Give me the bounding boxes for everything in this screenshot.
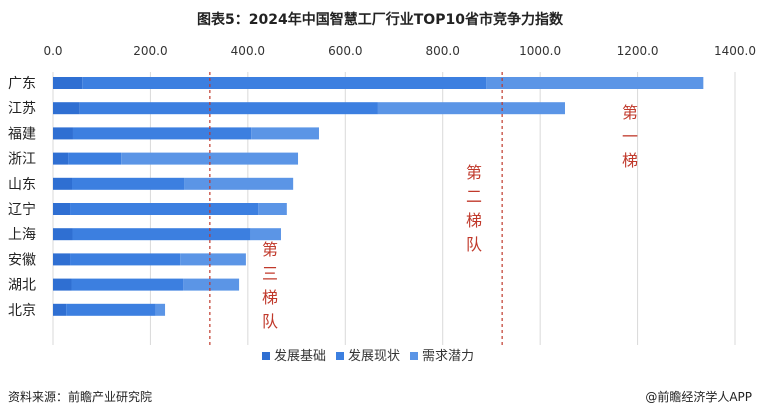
bar-segment-3 bbox=[250, 228, 281, 241]
bar-segment-1 bbox=[53, 253, 71, 266]
brand-note: @前瞻经济学人APP bbox=[645, 390, 752, 404]
chart-title: 图表5：2024年中国智慧工厂行业TOP10省市竞争力指数 bbox=[197, 12, 563, 28]
legend-swatch bbox=[262, 352, 270, 360]
tier-two-label: 第二梯队 bbox=[463, 164, 482, 260]
tier-one-label: 第一梯 bbox=[619, 104, 638, 176]
legend-label: 发展现状 bbox=[348, 348, 400, 364]
category-label: 福建 bbox=[8, 126, 36, 142]
x-tick-label: 1200.0 bbox=[617, 44, 659, 58]
bar-segment-2 bbox=[71, 278, 184, 291]
bar-segment-1 bbox=[53, 77, 83, 89]
category-label: 安徽 bbox=[8, 252, 36, 268]
x-tick-label: 1400.0 bbox=[714, 44, 756, 58]
bar-segment-2 bbox=[72, 228, 251, 241]
bar-segment-3 bbox=[258, 203, 287, 215]
bar-segment-3 bbox=[377, 102, 565, 115]
bar-segment-1 bbox=[53, 228, 73, 241]
tier-three-label: 第三梯队 bbox=[259, 241, 278, 337]
category-label: 辽宁 bbox=[8, 201, 36, 218]
category-label: 浙江 bbox=[8, 152, 36, 168]
x-tick-label: 1000.0 bbox=[519, 44, 561, 58]
x-tick-label: 0.0 bbox=[43, 44, 62, 58]
bar-segment-1 bbox=[53, 203, 71, 215]
x-tick-label: 200.0 bbox=[133, 44, 167, 58]
category-label: 上海 bbox=[8, 227, 36, 243]
bar-segment-2 bbox=[79, 102, 378, 115]
category-label: 山东 bbox=[8, 177, 36, 193]
bar-segment-3 bbox=[180, 253, 246, 266]
x-tick-label: 400.0 bbox=[231, 44, 265, 58]
legend-swatch bbox=[336, 352, 344, 360]
category-label: 广东 bbox=[8, 76, 36, 92]
bar-segment-2 bbox=[68, 152, 122, 165]
category-label: 湖北 bbox=[8, 278, 36, 294]
bar-segment-1 bbox=[53, 278, 72, 291]
category-label: 江苏 bbox=[8, 101, 36, 117]
bar-segment-1 bbox=[53, 152, 69, 165]
bar-segment-1 bbox=[53, 177, 72, 190]
bar-segment-2 bbox=[82, 77, 487, 89]
x-tick-label: 600.0 bbox=[328, 44, 362, 58]
bar-segment-3 bbox=[486, 77, 704, 89]
bar-segment-3 bbox=[251, 127, 319, 140]
source-note: 资料来源：前瞻产业研究院 bbox=[8, 390, 153, 404]
bar-segment-1 bbox=[53, 127, 73, 140]
bar-segment-1 bbox=[53, 102, 80, 115]
legend-label: 发展基础 bbox=[274, 348, 326, 364]
x-tick-label: 800.0 bbox=[426, 44, 460, 58]
category-label: 北京 bbox=[8, 303, 36, 319]
bar-segment-3 bbox=[155, 303, 166, 316]
bar-segment-2 bbox=[66, 303, 156, 316]
legend-swatch bbox=[410, 352, 418, 360]
bar-segment-3 bbox=[184, 177, 294, 190]
bar-segment-3 bbox=[183, 278, 240, 291]
bar-segment-2 bbox=[70, 203, 259, 215]
bar-segment-1 bbox=[53, 303, 67, 316]
legend-label: 需求潜力 bbox=[422, 349, 474, 364]
bar-segment-2 bbox=[71, 177, 185, 190]
bar-segment-2 bbox=[70, 253, 181, 266]
bar-segment-2 bbox=[72, 127, 252, 140]
